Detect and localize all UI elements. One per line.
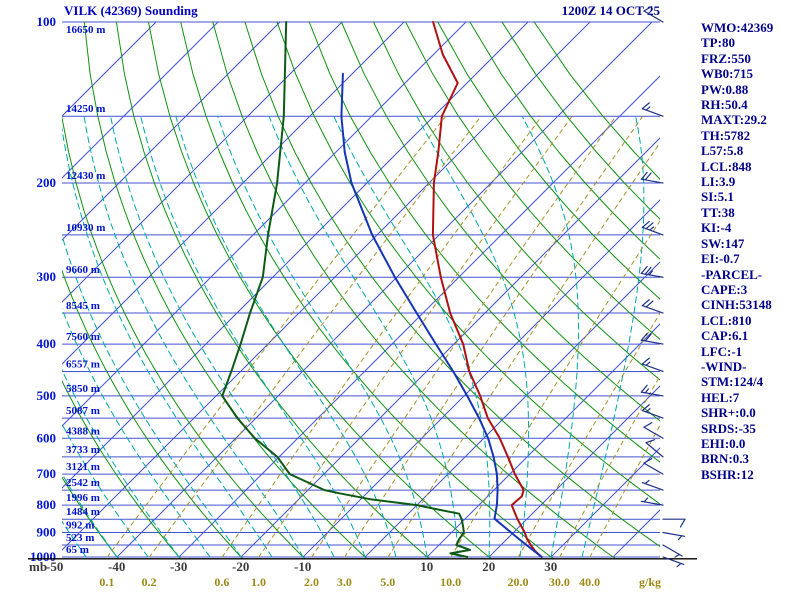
height-label: 10930 m xyxy=(66,222,105,234)
parcel-trace xyxy=(340,72,543,558)
height-label: 8545 m xyxy=(66,300,100,312)
index-line: LI:3.9 xyxy=(701,174,736,190)
height-label: 523 m xyxy=(66,532,94,544)
pressure-label: 400 xyxy=(37,336,57,351)
temp-axis-label: 10 xyxy=(420,559,433,574)
mixing-ratio-label: 0.1 xyxy=(99,575,114,589)
mixing-ratio-label: 20.0 xyxy=(507,575,528,589)
index-line: SW:147 xyxy=(701,235,745,251)
index-line: BSHR:12 xyxy=(701,466,754,482)
wind-barbs xyxy=(640,5,686,568)
index-line: CAPE:3 xyxy=(701,281,748,297)
index-line: LFC:-1 xyxy=(701,343,743,359)
height-label: 1996 m xyxy=(66,492,100,504)
mixing-ratio-label: 3.0 xyxy=(337,575,352,589)
index-line: PW:0.88 xyxy=(701,81,749,97)
index-line: CAP:6.1 xyxy=(701,328,749,344)
mixing-ratio-label: 1.0 xyxy=(251,575,266,589)
height-label: 5850 m xyxy=(66,383,100,395)
mixing-ratio-label: 0.6 xyxy=(214,575,229,589)
index-line: LCL:810 xyxy=(701,312,752,328)
temp-axis-label: -20 xyxy=(232,559,249,574)
index-line: EI:-0.7 xyxy=(701,251,740,267)
mixing-ratio-label: 30.0 xyxy=(549,575,570,589)
chart-datetime: 1200Z 14 OCT 25 xyxy=(561,3,660,18)
pressure-label: 200 xyxy=(37,175,57,190)
sounding-traces xyxy=(221,21,543,558)
index-line: MAXT:29.2 xyxy=(701,112,767,128)
mixing-ratio-label: 2.0 xyxy=(304,575,319,589)
index-line: WB0:715 xyxy=(701,66,753,82)
pressure-label: 1000 xyxy=(30,549,56,564)
height-label: 6557 m xyxy=(66,358,100,370)
pressure-label: 700 xyxy=(37,466,57,481)
height-label: 65 m xyxy=(66,544,89,556)
index-line: -PARCEL- xyxy=(701,266,763,282)
gkg-axis-label: g/kg xyxy=(639,575,661,589)
mixing-ratio-label: 10.0 xyxy=(440,575,461,589)
pressure-label: 600 xyxy=(37,430,57,445)
index-line: LCL:848 xyxy=(701,158,752,174)
index-line: L57:5.8 xyxy=(701,143,744,159)
temperature-trace xyxy=(431,21,543,558)
index-line: WMO:42369 xyxy=(701,20,774,35)
height-label: 14250 m xyxy=(66,103,105,115)
index-line: EHI:0.0 xyxy=(701,435,746,451)
temp-axis-label: -40 xyxy=(108,559,125,574)
index-line: BRN:0.3 xyxy=(701,451,750,467)
mb-axis-label: mb xyxy=(29,559,47,574)
index-line: STM:124/4 xyxy=(701,374,764,390)
height-label: 3121 m xyxy=(66,461,100,473)
height-label: 3733 m xyxy=(66,444,100,456)
index-line: TT:38 xyxy=(701,204,735,220)
height-label: 1484 m xyxy=(66,506,100,518)
mixing-ratio-label: 5.0 xyxy=(380,575,395,589)
grid-lines xyxy=(62,21,660,560)
height-label: 7560 m xyxy=(66,331,100,343)
pressure-label: 100 xyxy=(37,14,57,29)
pressure-label: 300 xyxy=(37,269,57,284)
height-label: 16650 m xyxy=(66,24,105,36)
pressure-label: 900 xyxy=(37,524,57,539)
temp-axis-label: -30 xyxy=(170,559,187,574)
mixing-ratio-label: 0.2 xyxy=(142,575,157,589)
mixing-ratio-label: 40.0 xyxy=(579,575,600,589)
index-line: SI:5.1 xyxy=(701,189,734,205)
indices-panel: WMO:42369 TP:80 FRZ:550 WB0:715 PW:0.88 RH:50… xyxy=(701,20,799,482)
index-line: RH:50.4 xyxy=(701,97,748,113)
temp-axis-label: -10 xyxy=(294,559,311,574)
height-label: 9660 m xyxy=(66,264,100,276)
index-line: TH:5782 xyxy=(701,127,751,143)
index-line: CINH:53148 xyxy=(701,297,772,313)
index-line: FRZ:550 xyxy=(701,50,751,66)
dewpoint-trace xyxy=(221,21,472,558)
height-label: 4388 m xyxy=(66,425,100,437)
temp-axis-label: 30 xyxy=(544,559,557,574)
height-label: 12430 m xyxy=(66,170,105,182)
height-label: 992 m xyxy=(66,519,94,531)
temp-axis-label: 20 xyxy=(482,559,495,574)
pressure-label: 800 xyxy=(37,497,57,512)
index-line: KI:-4 xyxy=(701,220,732,236)
chart-title: VILK (42369) Sounding xyxy=(64,3,198,18)
height-label: 5087 m xyxy=(66,405,100,417)
pressure-label: 500 xyxy=(37,388,57,403)
index-line: -WIND- xyxy=(701,358,747,374)
index-line: SRDS:-35 xyxy=(701,420,756,436)
index-line: SHR+:0.0 xyxy=(701,405,756,421)
index-line: HEL:7 xyxy=(701,389,740,405)
index-line: TP:80 xyxy=(701,35,735,51)
height-label: 2542 m xyxy=(66,477,100,489)
temp-axis-label: -50 xyxy=(46,559,63,574)
